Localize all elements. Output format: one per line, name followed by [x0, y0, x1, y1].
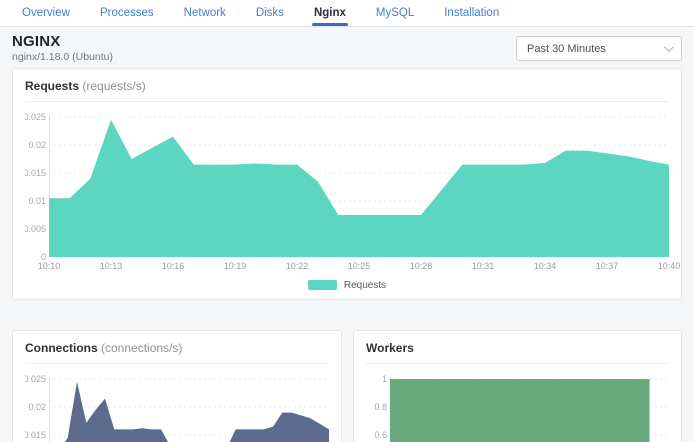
workers-chart-header: Workers: [366, 341, 669, 364]
x-tick-label: 10:28: [409, 261, 433, 271]
x-tick-label: 10:25: [347, 261, 371, 271]
chart-title: Connections: [25, 341, 98, 355]
workers-card: Workers 1 0.8 0.6: [353, 330, 682, 442]
requests-chart-header: Requests (requests/s): [25, 79, 669, 102]
chart-title: Requests: [25, 79, 80, 93]
tab-nginx[interactable]: Nginx: [311, 0, 348, 26]
y-tick-label: 0.015: [25, 430, 46, 440]
workers-plot: [390, 373, 669, 442]
y-tick-label: 1: [381, 374, 387, 384]
x-tick-label: 10:13: [99, 261, 123, 271]
y-axis-labels: 0.025 0.02 0.015 0.01 0.005 0: [25, 111, 46, 262]
page-title: NGINX: [12, 33, 61, 50]
tab-mysql[interactable]: MySQL: [375, 7, 415, 19]
requests-card: Requests (requests/s) 0.025 0.02 0.015 0.01…: [12, 68, 682, 300]
tab-overview[interactable]: Overview: [22, 7, 70, 19]
legend-label: Requests: [343, 279, 387, 291]
chart-unit: (connections/s): [101, 341, 183, 355]
y-tick-label: 0.01: [28, 196, 46, 206]
y-tick-label: 0.6: [374, 430, 387, 440]
requests-plot: [49, 111, 669, 257]
x-tick-label: 10:19: [223, 261, 247, 271]
connections-plot: [49, 373, 329, 442]
x-tick-label: 10:16: [161, 261, 185, 271]
x-tick-label: 10:22: [285, 261, 309, 271]
connections-chart-header: Connections (connections/s): [25, 341, 329, 364]
x-tick-label: 10:34: [533, 261, 557, 271]
y-tick-label: 0.02: [28, 140, 46, 150]
y-tick-label: 0: [40, 252, 46, 262]
tab-processes[interactable]: Processes: [99, 7, 154, 19]
y-tick-label: 0.8: [374, 402, 387, 412]
page-subtitle: nginx/1.18.0 (Ubuntu): [12, 51, 113, 63]
y-axis-labels: 0.025 0.02 0.015: [25, 373, 46, 442]
y-axis-labels: 1 0.8 0.6: [366, 373, 387, 442]
x-tick-label: 10:10: [37, 261, 61, 271]
tab-bar: Overview Processes Network Disks Nginx M…: [0, 0, 694, 27]
requests-legend: Requests: [25, 279, 669, 291]
chevron-down-icon: [663, 42, 674, 53]
y-tick-label: 0.005: [25, 224, 46, 234]
tab-installation[interactable]: Installation: [444, 7, 500, 19]
x-tick-label: 10:40: [657, 261, 681, 271]
y-tick-label: 0.025: [25, 374, 46, 384]
connections-card: Connections (connections/s) 0.025 0.02 0.0…: [12, 330, 342, 442]
y-tick-label: 0.02: [28, 402, 46, 412]
x-tick-label: 10:31: [471, 261, 495, 271]
tab-network[interactable]: Network: [183, 7, 226, 19]
legend-swatch: [307, 280, 337, 290]
tab-disks[interactable]: Disks: [255, 7, 284, 19]
page-header: NGINX nginx/1.18.0 (Ubuntu) Past 30 Minu…: [0, 27, 694, 63]
x-axis-labels: 10:10 10:13 10:16 10:19 10:22 10:25 10:28 10:31…: [38, 261, 681, 274]
x-tick-label: 10:37: [595, 261, 619, 271]
time-range-select[interactable]: Past 30 Minutes: [516, 36, 682, 61]
y-tick-label: 0.015: [25, 168, 46, 178]
lower-charts-row: Connections (connections/s) 0.025 0.02 0.0…: [12, 330, 682, 442]
chart-unit: (requests/s): [82, 79, 146, 93]
time-range-value: Past 30 Minutes: [527, 42, 606, 55]
y-tick-label: 0.025: [25, 112, 46, 122]
chart-title: Workers: [366, 341, 414, 355]
